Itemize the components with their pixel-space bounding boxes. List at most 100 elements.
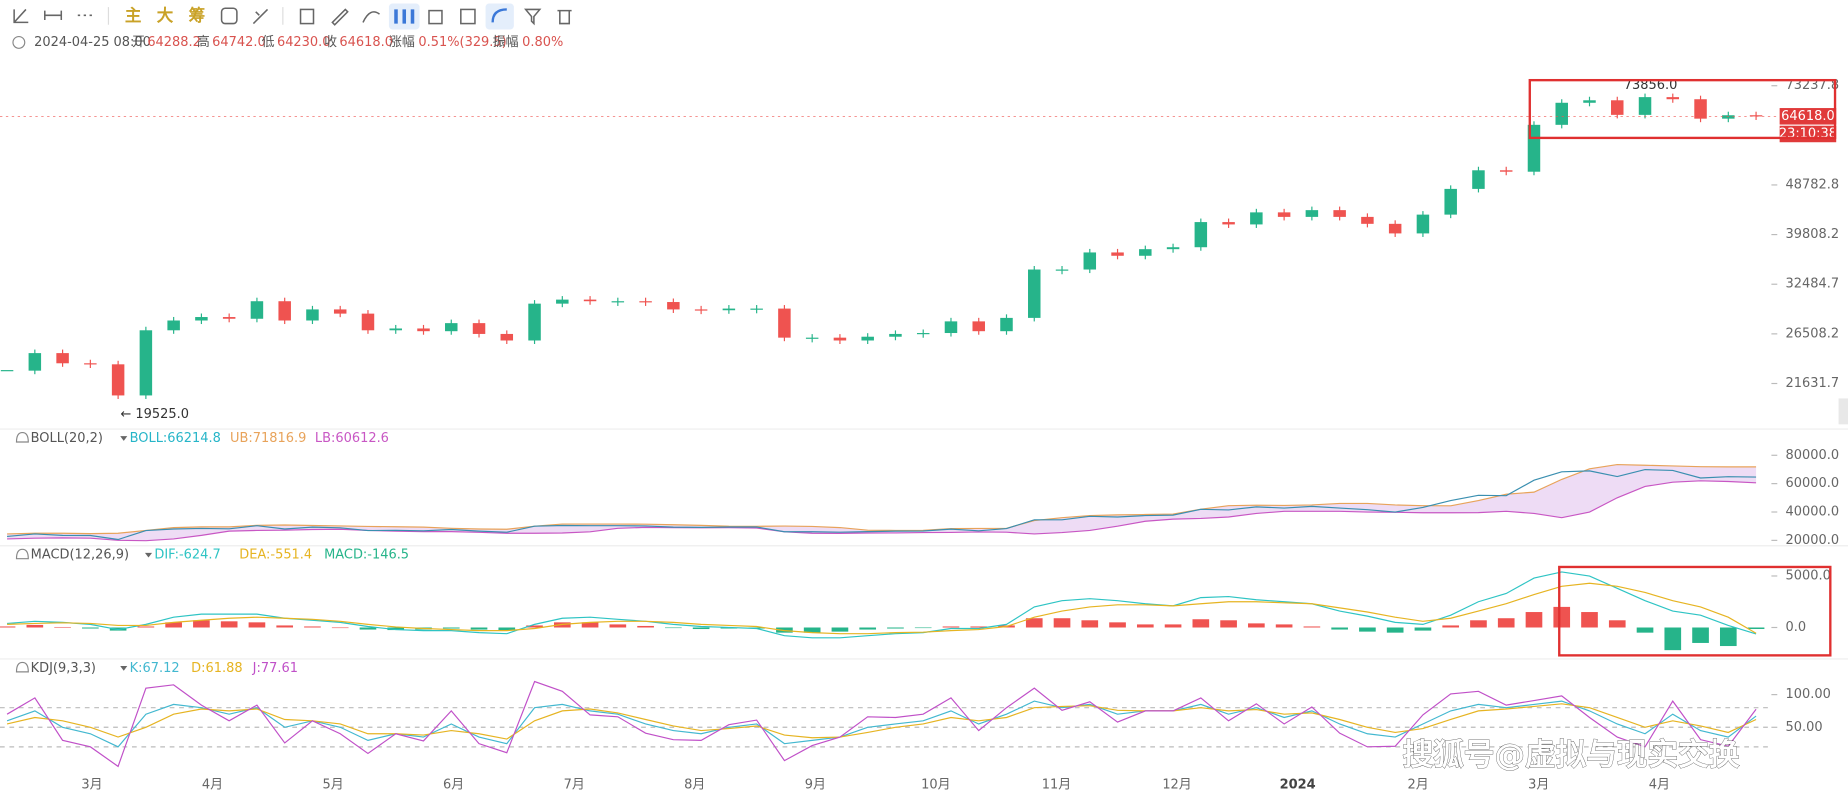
indicator-readout: BOLL:66214.8 bbox=[130, 431, 221, 446]
field-value: 0.51%(329.5) bbox=[418, 35, 506, 50]
candle bbox=[1583, 100, 1596, 103]
indicator-name: KDJ(9,3,3) bbox=[31, 661, 96, 676]
candle bbox=[1083, 252, 1097, 270]
macd-bar bbox=[1525, 612, 1543, 628]
band-line bbox=[7, 463, 1757, 535]
macd-bar bbox=[304, 626, 321, 628]
candle bbox=[1361, 216, 1374, 224]
candle bbox=[556, 299, 569, 304]
x-tick-label: 2月 bbox=[1408, 778, 1429, 793]
candle bbox=[889, 333, 902, 337]
tool-icon[interactable] bbox=[252, 8, 269, 25]
tool-magnet[interactable] bbox=[491, 8, 507, 23]
candle bbox=[639, 301, 652, 303]
macd-bar bbox=[970, 626, 988, 628]
tool-icon[interactable] bbox=[331, 8, 349, 26]
indicator-readout: LB:60612.6 bbox=[315, 431, 389, 446]
indicator-menu[interactable] bbox=[120, 436, 128, 441]
countdown: 23:10:38 bbox=[1779, 126, 1837, 141]
candle bbox=[306, 309, 319, 321]
field-label: 低 bbox=[262, 35, 275, 50]
collapse-icon[interactable] bbox=[12, 35, 26, 49]
candle bbox=[278, 301, 291, 321]
macd-bar bbox=[1109, 622, 1126, 628]
last-price: 64618.0 bbox=[1781, 109, 1835, 124]
tool-filter[interactable] bbox=[524, 8, 542, 26]
bell-icon bbox=[15, 548, 29, 560]
tool-candles[interactable] bbox=[394, 9, 415, 24]
macd-bar bbox=[0, 626, 16, 628]
macd-bar bbox=[137, 626, 155, 628]
candle bbox=[750, 308, 763, 310]
tool-chip[interactable]: 筹 bbox=[189, 5, 205, 25]
macd-bar bbox=[359, 627, 377, 630]
macd-bar bbox=[331, 627, 349, 629]
y-tick-label: 48782.8 bbox=[1786, 177, 1840, 192]
indicator-readout: UB:71816.9 bbox=[230, 431, 306, 446]
indicator-name: BOLL(20,2) bbox=[31, 431, 103, 446]
field-value: 64618.0 bbox=[339, 35, 393, 50]
indicator-readout: DIF:-624.7 bbox=[154, 548, 220, 563]
price-line bbox=[7, 469, 1757, 541]
candle bbox=[0, 370, 14, 372]
candle bbox=[500, 333, 514, 341]
field-value: 64288.2 bbox=[147, 35, 201, 50]
macd-bar bbox=[248, 622, 266, 628]
candle bbox=[694, 309, 708, 311]
tool-icon[interactable] bbox=[299, 8, 315, 25]
candle bbox=[111, 364, 125, 396]
tool-icon[interactable] bbox=[460, 8, 476, 25]
candle bbox=[222, 317, 236, 319]
macd-bar bbox=[637, 625, 654, 628]
tool-icon[interactable] bbox=[362, 11, 380, 23]
tool-line[interactable] bbox=[13, 8, 29, 24]
y-tick-label: 100.00 bbox=[1786, 687, 1831, 702]
candle bbox=[1139, 249, 1152, 256]
y-tick-label: 60000.0 bbox=[1786, 476, 1840, 491]
candle bbox=[1277, 212, 1291, 217]
macd-bar bbox=[803, 627, 821, 633]
indicator-menu[interactable] bbox=[144, 552, 153, 558]
macd-bar bbox=[82, 627, 99, 629]
indicator-menu[interactable] bbox=[120, 665, 128, 671]
macd-bar bbox=[1053, 618, 1071, 628]
field-label: 涨幅 bbox=[389, 35, 415, 50]
bell-icon bbox=[15, 661, 29, 673]
macd-bar bbox=[54, 626, 71, 628]
candle bbox=[389, 328, 402, 331]
tool-hline[interactable] bbox=[44, 10, 63, 21]
macd-bar bbox=[1581, 612, 1598, 628]
macd-bar bbox=[470, 627, 488, 630]
tool-icon[interactable] bbox=[428, 9, 443, 25]
macd-bar bbox=[1275, 624, 1293, 628]
macd-bar bbox=[1081, 620, 1099, 628]
field-value: 64742.0 bbox=[212, 35, 266, 50]
candle bbox=[1305, 210, 1319, 217]
macd-bar bbox=[498, 627, 516, 631]
macd-bar bbox=[276, 625, 294, 628]
candle bbox=[1555, 102, 1568, 125]
macd-bar bbox=[1414, 627, 1432, 631]
candle bbox=[1416, 214, 1430, 234]
x-tick-label: 6月 bbox=[443, 778, 464, 793]
tool-big[interactable]: 大 bbox=[157, 5, 174, 25]
info-header: 2024-04-25 08:00 开 64288.2 高 64742.0 低 6… bbox=[12, 34, 563, 50]
candle bbox=[583, 299, 597, 302]
candle bbox=[361, 313, 375, 331]
tool-icon[interactable] bbox=[220, 7, 238, 25]
tool-delete[interactable] bbox=[557, 9, 572, 25]
indicator-readout: K:67.12 bbox=[130, 661, 180, 676]
candle bbox=[333, 309, 347, 314]
kdj-line bbox=[6, 680, 1757, 768]
macd-bar bbox=[692, 627, 710, 630]
macd-bar bbox=[609, 624, 627, 628]
y-tick-label: 73237.8 bbox=[1786, 78, 1840, 93]
candle bbox=[56, 353, 69, 364]
side-handle[interactable] bbox=[1838, 398, 1848, 425]
y-tick-label: 0.0 bbox=[1786, 620, 1807, 635]
candle bbox=[445, 323, 458, 332]
macd-bar bbox=[914, 627, 932, 629]
candle bbox=[1388, 223, 1402, 234]
macd-bar bbox=[1608, 620, 1626, 628]
tool-main[interactable]: 主 bbox=[125, 5, 141, 25]
